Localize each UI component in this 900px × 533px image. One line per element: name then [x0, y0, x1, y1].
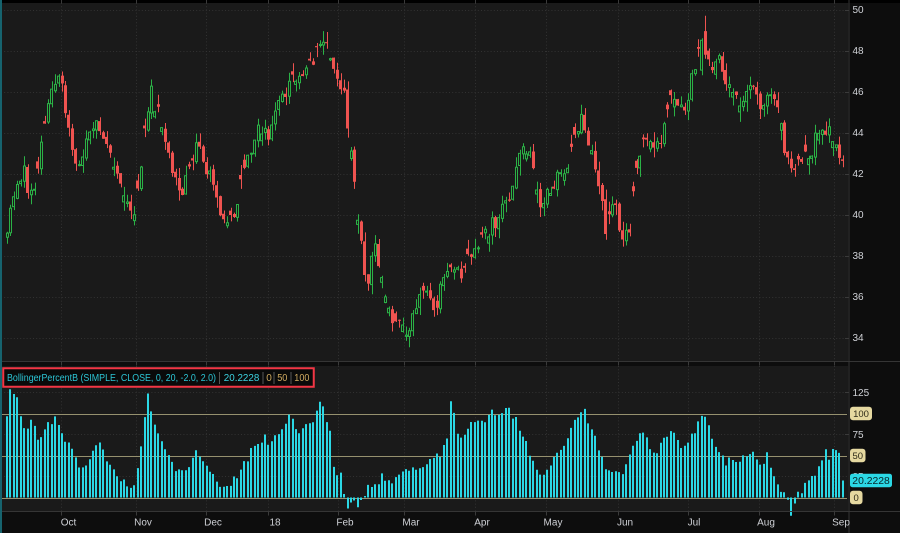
- svg-text:34: 34: [853, 333, 865, 344]
- svg-text:50: 50: [277, 373, 288, 384]
- svg-text:46: 46: [853, 87, 865, 98]
- svg-text:Apr: Apr: [474, 518, 490, 529]
- svg-text:0: 0: [854, 493, 859, 504]
- svg-text:Oct: Oct: [61, 518, 77, 529]
- svg-text:50: 50: [853, 451, 864, 462]
- svg-text:Nov: Nov: [134, 518, 152, 529]
- svg-text:0: 0: [266, 373, 272, 384]
- svg-text:20.2228: 20.2228: [224, 373, 260, 384]
- svg-text:Jun: Jun: [617, 518, 633, 529]
- svg-text:42: 42: [853, 169, 865, 180]
- svg-text:May: May: [544, 518, 563, 529]
- svg-text:38: 38: [853, 251, 865, 262]
- svg-text:36: 36: [853, 292, 865, 303]
- svg-text:Mar: Mar: [402, 518, 420, 529]
- svg-text:44: 44: [853, 128, 865, 139]
- svg-text:Jul: Jul: [688, 518, 701, 529]
- svg-text:20.2228: 20.2228: [852, 476, 890, 487]
- svg-text:75: 75: [853, 430, 865, 441]
- svg-text:Aug: Aug: [757, 518, 775, 529]
- svg-text:125: 125: [853, 388, 870, 399]
- svg-text:BollingerPercentB (SIMPLE, CLO: BollingerPercentB (SIMPLE, CLOSE, 0, 20,…: [7, 373, 216, 384]
- svg-text:18: 18: [269, 518, 281, 529]
- svg-text:Feb: Feb: [336, 518, 354, 529]
- svg-text:100: 100: [294, 373, 309, 384]
- svg-text:Dec: Dec: [204, 518, 222, 529]
- svg-text:50: 50: [853, 5, 865, 16]
- svg-text:100: 100: [853, 409, 869, 420]
- svg-text:40: 40: [853, 210, 865, 221]
- svg-text:Sep: Sep: [832, 518, 850, 529]
- svg-text:48: 48: [853, 46, 865, 57]
